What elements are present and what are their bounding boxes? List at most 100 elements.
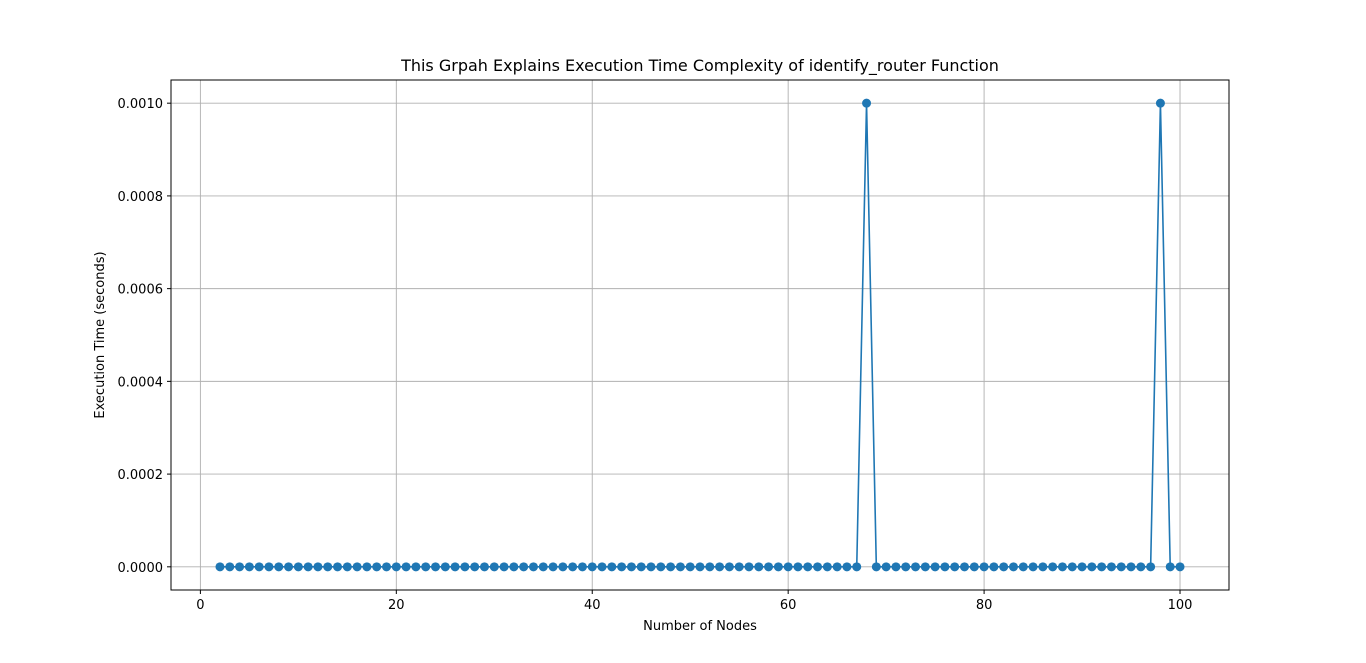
data-point bbox=[499, 562, 509, 572]
y-axis-label: Execution Time (seconds) bbox=[93, 251, 108, 418]
data-point bbox=[969, 562, 979, 572]
data-point bbox=[1077, 562, 1087, 572]
y-axis: 0.0000 0.0002 0.0004 0.0006 0.0008 0.0010 bbox=[118, 97, 171, 576]
data-point bbox=[460, 562, 470, 572]
data-point bbox=[636, 562, 646, 572]
data-point bbox=[675, 562, 685, 572]
data-point bbox=[911, 562, 921, 572]
plot-frame bbox=[170, 79, 1230, 591]
data-point bbox=[1057, 562, 1067, 572]
data-point bbox=[626, 562, 636, 572]
data-point bbox=[803, 562, 813, 572]
data-point bbox=[509, 562, 519, 572]
data-point bbox=[793, 562, 803, 572]
data-point bbox=[862, 98, 872, 108]
data-point bbox=[1038, 562, 1048, 572]
data-point bbox=[744, 562, 754, 572]
data-point bbox=[871, 562, 881, 572]
data-point bbox=[431, 562, 440, 572]
y-tick-label: 0.0000 bbox=[118, 561, 164, 576]
data-point bbox=[597, 562, 607, 572]
data-point bbox=[293, 562, 303, 572]
data-point bbox=[1067, 562, 1077, 572]
x-tick-label: 40 bbox=[584, 598, 601, 613]
data-point bbox=[479, 562, 489, 572]
x-tick-label: 100 bbox=[1168, 598, 1193, 613]
data-point bbox=[891, 562, 901, 572]
x-tick-label: 60 bbox=[780, 598, 797, 613]
data-point bbox=[1087, 562, 1097, 572]
data-point bbox=[577, 562, 587, 572]
data-point bbox=[352, 562, 362, 572]
data-point bbox=[724, 562, 734, 572]
data-point bbox=[303, 562, 313, 572]
data-point bbox=[1136, 562, 1146, 572]
data-point bbox=[1106, 562, 1116, 572]
x-tick-label: 0 bbox=[196, 598, 204, 613]
data-point bbox=[215, 562, 225, 572]
data-point bbox=[685, 562, 695, 572]
chart-title: This Grpah Explains Execution Time Compl… bbox=[400, 56, 999, 76]
data-point bbox=[548, 562, 558, 572]
data-point bbox=[225, 562, 235, 572]
y-tick-label: 0.0008 bbox=[118, 190, 164, 205]
x-tick-label: 80 bbox=[976, 598, 993, 613]
data-point bbox=[235, 562, 245, 572]
data-point bbox=[783, 562, 793, 572]
data-point bbox=[754, 562, 764, 572]
plot-background bbox=[171, 80, 1229, 590]
data-point bbox=[1028, 562, 1038, 572]
data-point bbox=[333, 562, 343, 572]
data-point bbox=[646, 562, 656, 572]
data-point bbox=[274, 562, 284, 572]
plot-area bbox=[170, 79, 1230, 591]
data-point bbox=[362, 562, 372, 572]
data-point bbox=[842, 562, 852, 572]
data-point bbox=[940, 562, 950, 572]
data-point bbox=[1146, 562, 1156, 572]
data-point bbox=[734, 562, 744, 572]
y-tick-label: 0.0004 bbox=[118, 375, 164, 390]
data-point bbox=[764, 562, 774, 572]
data-point bbox=[832, 562, 842, 572]
data-point bbox=[558, 562, 568, 572]
data-point bbox=[254, 562, 264, 572]
data-point bbox=[323, 562, 333, 572]
series-group bbox=[215, 98, 1185, 572]
data-point bbox=[881, 562, 891, 572]
data-point bbox=[656, 562, 666, 572]
data-point bbox=[666, 562, 676, 572]
data-point bbox=[421, 562, 431, 572]
x-tick-label: 20 bbox=[388, 598, 405, 613]
data-point bbox=[391, 562, 401, 572]
data-point bbox=[1126, 562, 1136, 572]
data-point bbox=[920, 562, 930, 572]
data-point bbox=[1008, 562, 1018, 572]
data-point bbox=[313, 562, 323, 572]
data-point bbox=[264, 562, 274, 572]
data-point bbox=[568, 562, 578, 572]
data-point bbox=[852, 562, 862, 572]
data-point bbox=[607, 562, 617, 572]
data-point bbox=[1097, 562, 1107, 572]
data-point bbox=[813, 562, 823, 572]
data-point bbox=[1116, 562, 1126, 572]
data-point bbox=[773, 562, 783, 572]
data-point bbox=[950, 562, 960, 572]
data-point bbox=[695, 562, 705, 572]
y-tick-label: 0.0010 bbox=[118, 97, 164, 112]
data-point bbox=[1165, 562, 1175, 572]
data-point bbox=[715, 562, 725, 572]
data-point bbox=[244, 562, 254, 572]
data-point bbox=[528, 562, 538, 572]
x-axis-label: Number of Nodes bbox=[643, 619, 757, 634]
data-point bbox=[930, 562, 940, 572]
x-axis: 0 20 40 60 80 100 bbox=[196, 590, 1192, 613]
y-tick-label: 0.0006 bbox=[118, 283, 164, 298]
data-point bbox=[989, 562, 999, 572]
data-point bbox=[1155, 98, 1165, 108]
data-point bbox=[372, 562, 382, 572]
data-point bbox=[342, 562, 352, 572]
data-point bbox=[538, 562, 548, 572]
data-point bbox=[822, 562, 832, 572]
